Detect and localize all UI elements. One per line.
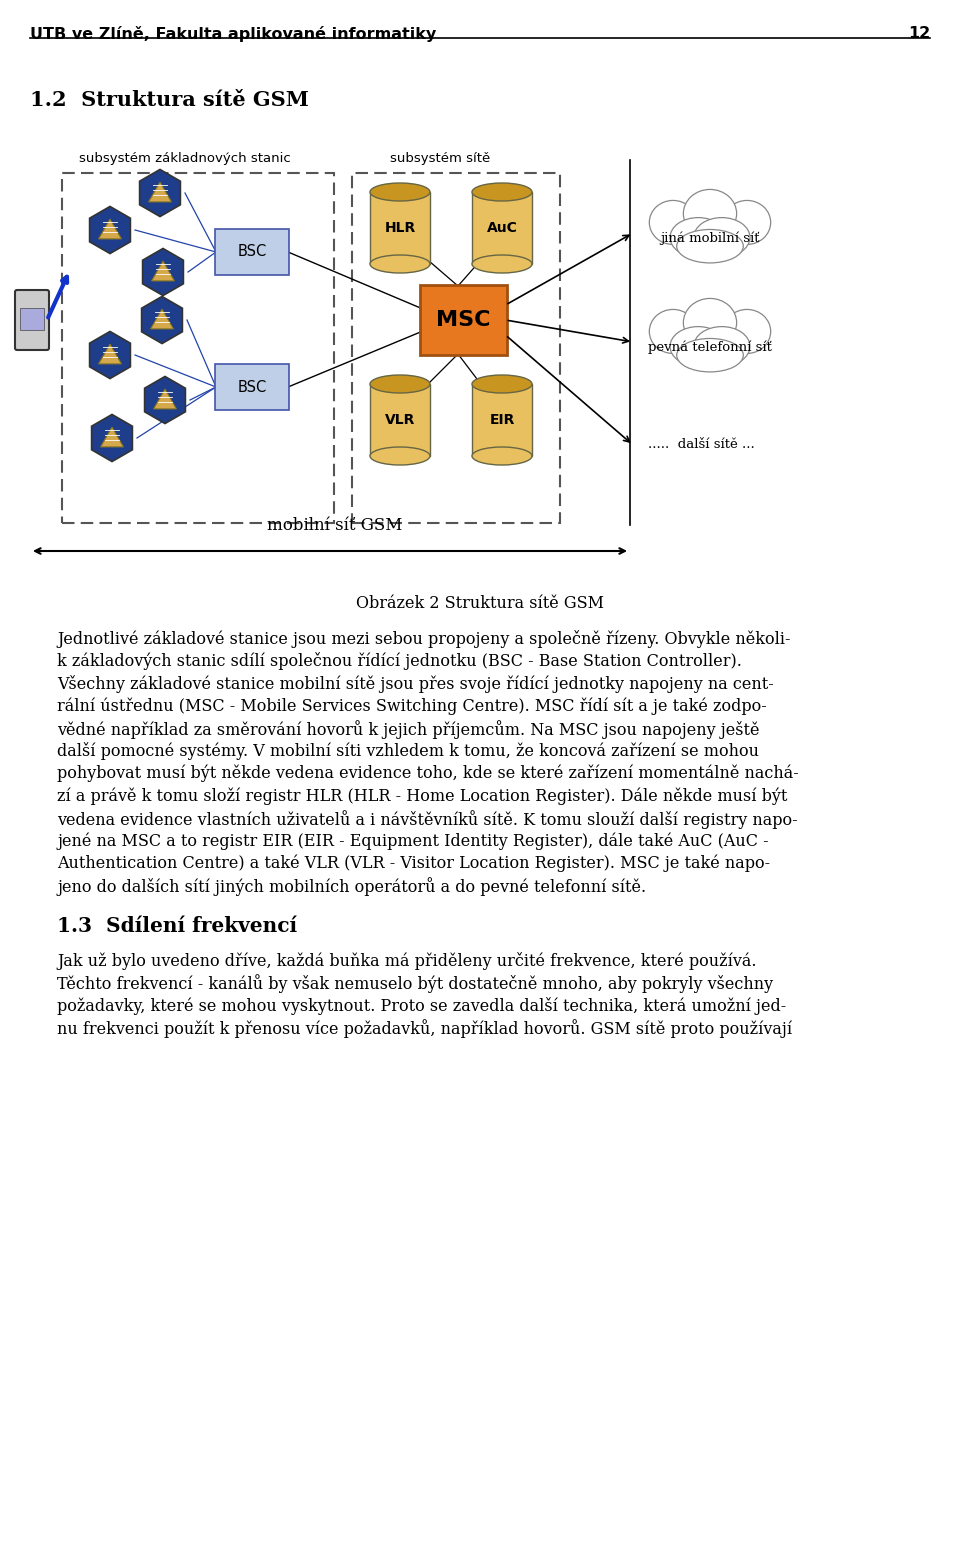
Ellipse shape	[723, 310, 771, 353]
Polygon shape	[91, 415, 132, 461]
Text: požadavky, které se mohou vyskytnout. Proto se zavedla další technika, která umo: požadavky, které se mohou vyskytnout. Pr…	[57, 997, 786, 1015]
Text: další pomocné systémy. V mobilní síti vzhledem k tomu, že koncová zařízení se mo: další pomocné systémy. V mobilní síti vz…	[57, 742, 759, 761]
Text: AuC: AuC	[487, 221, 517, 235]
Bar	[472, 191, 532, 264]
Polygon shape	[151, 309, 174, 329]
Ellipse shape	[649, 201, 697, 244]
Bar	[370, 191, 430, 264]
Polygon shape	[99, 344, 121, 364]
Ellipse shape	[370, 375, 430, 393]
Text: EIR: EIR	[490, 414, 515, 427]
Text: vedena evidence vlastních uživatelů a i návštěvníků sítě. K tomu slouží další re: vedena evidence vlastních uživatelů a i …	[57, 810, 798, 829]
Text: k základových stanic sdílí společnou řídící jednotku (BSC - Base Station Control: k základových stanic sdílí společnou říd…	[57, 653, 742, 671]
Ellipse shape	[694, 327, 750, 366]
Polygon shape	[141, 296, 182, 344]
Ellipse shape	[370, 255, 430, 273]
Ellipse shape	[723, 201, 771, 244]
Ellipse shape	[684, 298, 736, 347]
Ellipse shape	[370, 184, 430, 201]
FancyBboxPatch shape	[215, 228, 289, 275]
Bar	[62, 173, 334, 523]
Text: HLR: HLR	[384, 221, 416, 235]
Ellipse shape	[670, 218, 727, 258]
Polygon shape	[139, 170, 180, 216]
Text: MSC: MSC	[436, 310, 491, 330]
Text: BSC: BSC	[237, 244, 267, 259]
Polygon shape	[143, 248, 183, 296]
Text: VLR: VLR	[385, 414, 415, 427]
Ellipse shape	[684, 190, 736, 238]
Text: Obrázek 2 Struktura sítě GSM: Obrázek 2 Struktura sítě GSM	[356, 596, 604, 613]
Text: pohybovat musí být někde vedena evidence toho, kde se které zařízení momentálně : pohybovat musí být někde vedena evidence…	[57, 765, 799, 782]
Text: mobilní síť GSM: mobilní síť GSM	[267, 517, 402, 534]
Ellipse shape	[472, 447, 532, 464]
Bar	[370, 384, 430, 457]
Text: subsystém sítě: subsystém sítě	[390, 153, 491, 165]
Text: .....  další sítě ...: ..... další sítě ...	[648, 438, 755, 452]
FancyBboxPatch shape	[420, 285, 507, 355]
FancyBboxPatch shape	[215, 364, 289, 410]
Polygon shape	[145, 376, 185, 424]
Polygon shape	[154, 389, 177, 409]
Ellipse shape	[677, 338, 743, 372]
Ellipse shape	[370, 447, 430, 464]
Polygon shape	[99, 219, 121, 239]
Text: Těchto frekvencí - kanálů by však nemuselo být dostatečně mnoho, aby pokryly vše: Těchto frekvencí - kanálů by však nemuse…	[57, 975, 773, 994]
Text: zí a právě k tomu složí registr HLR (HLR - Home Location Register). Dále někde m: zí a právě k tomu složí registr HLR (HLR…	[57, 787, 787, 805]
Text: jeno do dalších sítí jiných mobilních operátorů a do pevné telefonní sítě.: jeno do dalších sítí jiných mobilních op…	[57, 878, 646, 896]
Text: jiná mobilní síť: jiná mobilní síť	[660, 231, 759, 245]
Bar	[20, 309, 44, 330]
Polygon shape	[89, 207, 131, 253]
Polygon shape	[152, 261, 175, 281]
Text: Jak už bylo uvedeno dříve, každá buňka má přiděleny určité frekvence, které použ: Jak už bylo uvedeno dříve, každá buňka m…	[57, 952, 756, 971]
Polygon shape	[89, 332, 131, 378]
Polygon shape	[149, 182, 172, 202]
FancyBboxPatch shape	[15, 290, 49, 350]
Ellipse shape	[472, 255, 532, 273]
Text: nu frekvenci použít k přenosu více požadavků, například hovorů. GSM sítě proto p: nu frekvenci použít k přenosu více požad…	[57, 1020, 792, 1038]
Text: vědné například za směrování hovorů k jejich příjemcům. Na MSC jsou napojeny ješ: vědné například za směrování hovorů k je…	[57, 721, 759, 739]
Ellipse shape	[677, 230, 743, 262]
Text: Authentication Centre) a také VLR (VLR - Visitor Location Register). MSC je také: Authentication Centre) a také VLR (VLR -…	[57, 855, 770, 872]
Text: UTB ve Zlíně, Fakulta aplikované informatiky: UTB ve Zlíně, Fakulta aplikované informa…	[30, 26, 436, 42]
Text: 12: 12	[908, 26, 930, 42]
Bar	[352, 173, 560, 523]
Polygon shape	[101, 427, 124, 447]
Text: Jednotlivé základové stanice jsou mezi sebou propojeny a společně řízeny. Obvykl: Jednotlivé základové stanice jsou mezi s…	[57, 630, 790, 648]
Ellipse shape	[694, 218, 750, 258]
Text: rální ústřednu (MSC - Mobile Services Switching Centre). MSC řídí sít a je také : rální ústřednu (MSC - Mobile Services Sw…	[57, 697, 767, 714]
Bar	[472, 384, 532, 457]
Text: pevná telefonní síť: pevná telefonní síť	[648, 341, 772, 353]
Text: jené na MSC a to registr EIR (EIR - Equipment Identity Register), dále také AuC : jené na MSC a to registr EIR (EIR - Equi…	[57, 833, 769, 850]
Text: BSC: BSC	[237, 380, 267, 395]
Ellipse shape	[472, 184, 532, 201]
Ellipse shape	[670, 327, 727, 366]
Ellipse shape	[472, 375, 532, 393]
Text: Všechny základové stanice mobilní sítě jsou přes svoje řídící jednotky napojeny : Všechny základové stanice mobilní sítě j…	[57, 674, 774, 693]
Text: 1.2  Struktura sítě GSM: 1.2 Struktura sítě GSM	[30, 89, 309, 110]
Text: subsystém základnových stanic: subsystém základnových stanic	[79, 153, 291, 165]
Ellipse shape	[649, 310, 697, 353]
Text: 1.3  Sdílení frekvencí: 1.3 Sdílení frekvencí	[57, 917, 298, 937]
